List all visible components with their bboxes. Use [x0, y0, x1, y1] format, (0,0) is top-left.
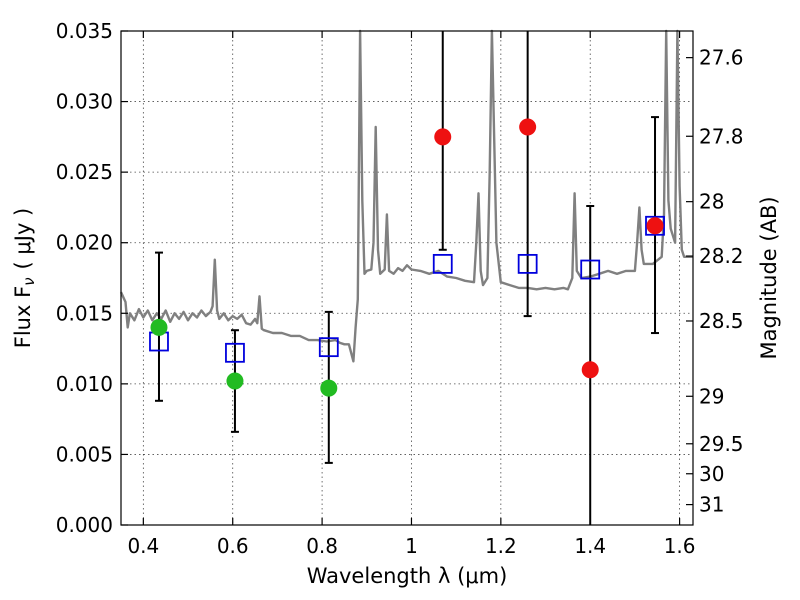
observed-point-nir	[646, 217, 664, 235]
x-tick-label: 1.4	[574, 534, 606, 558]
right-tick-labels: 27.6 27.8 28 28.2 28.5 29 29.5 30 31	[699, 46, 744, 517]
y-tick-label: 0.035	[56, 19, 113, 43]
y-axis-label-unit: ( μJy )	[11, 208, 35, 270]
spectrum-line	[119, 29, 693, 363]
observed-point-optical	[150, 318, 168, 336]
model-point	[225, 342, 245, 363]
y-axis-label-right: Magnitude (AB)	[757, 196, 781, 359]
observed-point-nir	[581, 361, 599, 379]
y-axis-label-main: Flux F	[11, 286, 35, 348]
model-points	[149, 215, 665, 363]
y-tick-label: 0.010	[56, 372, 113, 396]
plot-frame	[120, 30, 694, 526]
right-tick-label: 29	[699, 384, 724, 408]
right-tick-label: 28.5	[699, 309, 744, 333]
right-tick-label: 31	[699, 493, 724, 517]
y-axis-label-left: Flux Fν ( μJy )	[11, 208, 38, 349]
y-tick-label: 0.030	[56, 90, 113, 114]
model-spectrum	[119, 29, 693, 363]
right-tick-label: 28.2	[699, 244, 744, 268]
model-point	[580, 259, 601, 280]
right-tick-label: 28	[699, 190, 724, 214]
model-point	[517, 253, 538, 274]
axis-ticks	[121, 30, 693, 526]
grid-lines	[121, 30, 693, 526]
model-point	[318, 337, 339, 358]
right-tick-label: 29.5	[699, 432, 744, 456]
y-tick-label: 0.000	[56, 513, 113, 537]
right-tick-label: 27.6	[699, 46, 744, 70]
x-tick-label: 1.2	[485, 534, 517, 558]
model-point	[645, 215, 665, 236]
y-tick-label: 0.020	[56, 231, 113, 255]
x-tick-label: 1	[405, 534, 418, 558]
y-tick-labels: 0.000 0.005 0.010 0.015 0.020 0.025 0.030 0.035	[56, 19, 113, 537]
right-tick-label: 30	[699, 462, 724, 486]
observed-point-nir	[519, 118, 537, 136]
y-axis-label-sub: ν	[20, 277, 38, 285]
observed-points	[150, 118, 664, 397]
observed-point-optical	[226, 372, 244, 390]
y-tick-label: 0.005	[56, 442, 113, 466]
model-point	[432, 253, 453, 274]
right-tick-label: 27.8	[699, 124, 744, 148]
observed-point-nir	[434, 128, 452, 146]
x-tick-label: 1.6	[664, 534, 696, 558]
observed-point-optical	[320, 379, 338, 397]
y-tick-label: 0.025	[56, 160, 113, 184]
y-tick-label: 0.015	[56, 301, 113, 325]
x-tick-label: 0.4	[127, 534, 159, 558]
x-axis-label: Wavelength λ (μm)	[307, 564, 508, 588]
x-tick-label: 0.8	[306, 534, 338, 558]
x-tick-labels: 0.4 0.6 0.8 1 1.2 1.4 1.6	[127, 534, 695, 558]
x-tick-label: 0.6	[217, 534, 249, 558]
